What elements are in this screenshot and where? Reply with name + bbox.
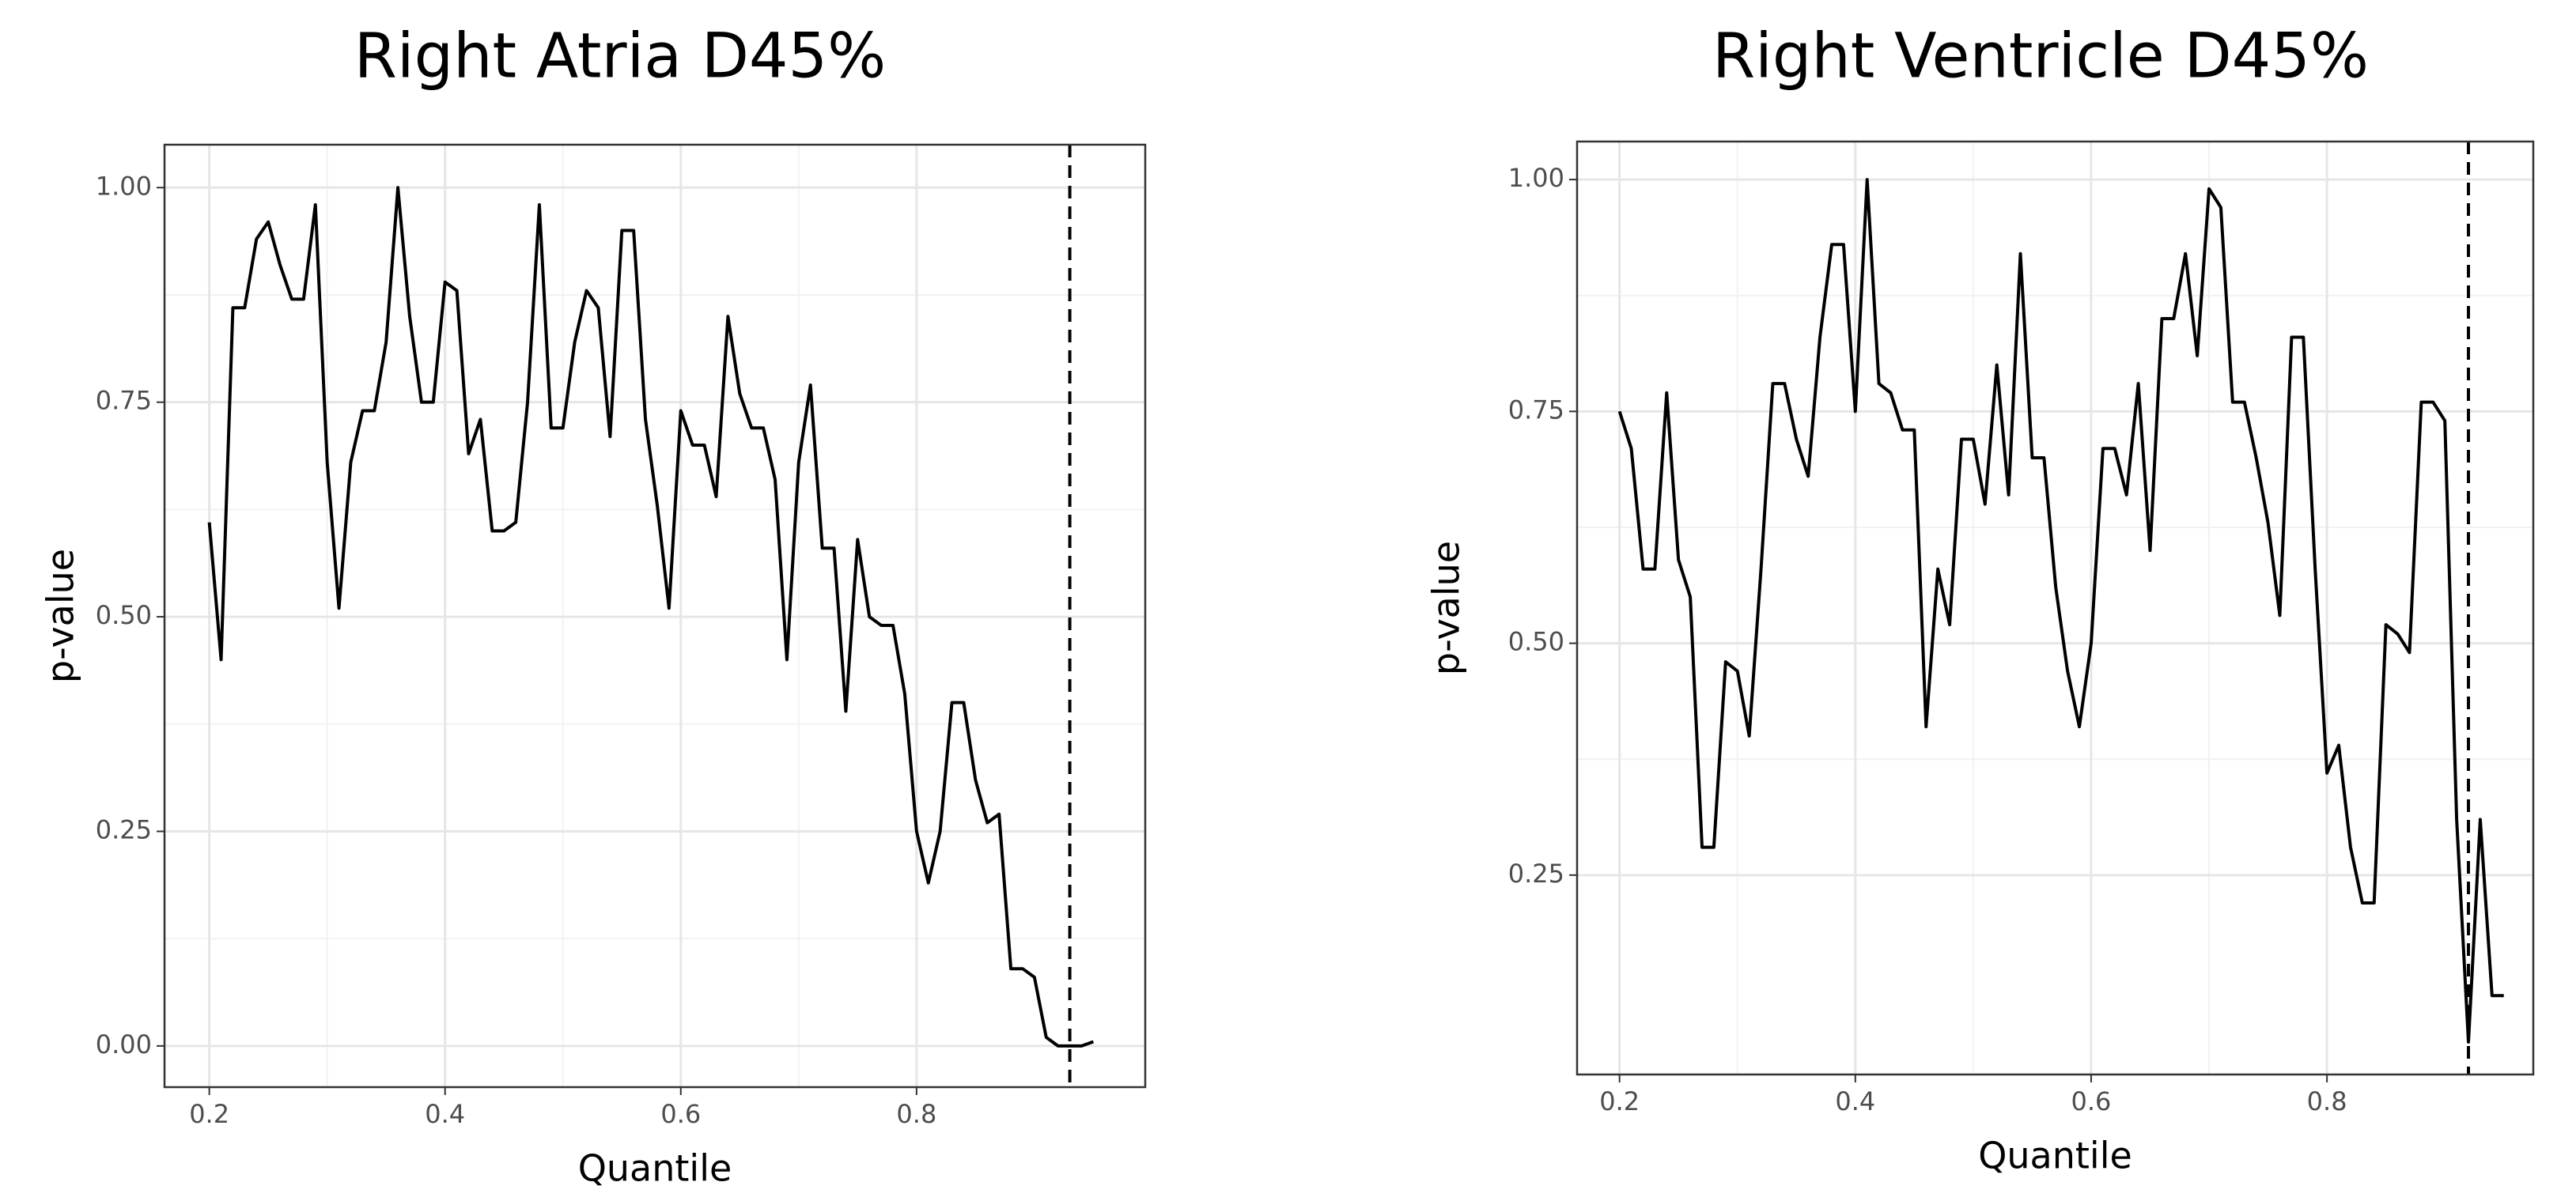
- x-tick-label: 0.8: [896, 1099, 936, 1129]
- y-tick-label: 1.00: [96, 171, 152, 201]
- y-tick-label: 0.25: [96, 814, 152, 844]
- plot-background: [1577, 142, 2533, 1074]
- y-axis-title: p-value: [1425, 541, 1468, 675]
- y-axis-title: p-value: [40, 549, 82, 683]
- chart-title: Right Atria D45%: [354, 21, 887, 92]
- x-tick-label: 0.6: [2071, 1086, 2112, 1116]
- y-tick-label: 0.50: [96, 600, 152, 630]
- data-line: [207, 186, 1095, 1048]
- y-tick-label: 1.00: [1508, 163, 1564, 193]
- chart-title: Right Ventricle D45%: [1712, 21, 2369, 92]
- y-tick-label: 0.00: [96, 1029, 152, 1059]
- x-tick-label: 0.8: [2307, 1086, 2347, 1116]
- x-tick-label: 0.2: [189, 1099, 229, 1129]
- y-tick-label: 0.50: [1508, 627, 1564, 657]
- y-tick-label: 0.25: [1508, 859, 1564, 889]
- plot-border: [163, 143, 1147, 1089]
- x-tick-label: 0.4: [425, 1099, 465, 1129]
- plot-border: [1575, 140, 2535, 1076]
- x-tick-label: 0.6: [660, 1099, 701, 1129]
- y-tick-label: 0.75: [96, 386, 152, 416]
- x-tick-label: 0.2: [1599, 1086, 1640, 1116]
- x-axis-title: Quantile: [578, 1147, 732, 1190]
- x-axis-title: Quantile: [1978, 1135, 2132, 1177]
- data-line: [1617, 178, 2504, 1044]
- y-tick-label: 0.75: [1508, 395, 1564, 425]
- x-tick-label: 0.4: [1835, 1086, 1875, 1116]
